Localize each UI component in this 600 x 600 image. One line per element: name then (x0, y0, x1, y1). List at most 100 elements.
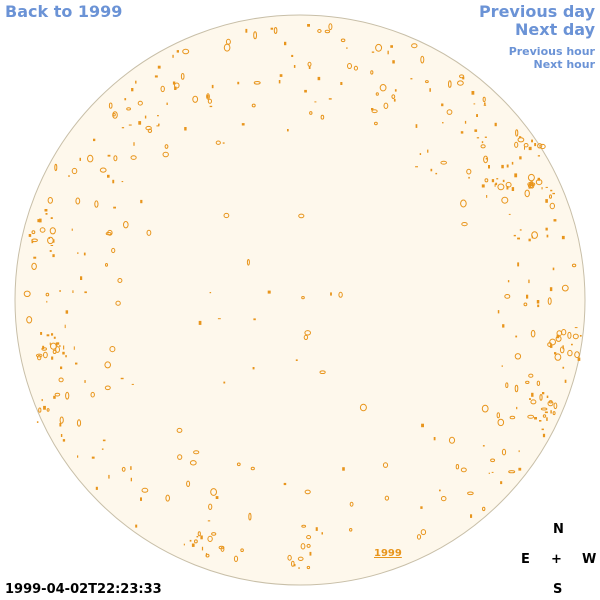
previous-hour-link[interactable]: Previous hour (508, 45, 595, 58)
contour-mark (115, 300, 121, 306)
contour-mark (222, 142, 225, 144)
contour-mark (488, 472, 490, 474)
contour-mark (306, 543, 311, 548)
contour-mark (562, 366, 565, 369)
contour-mark (353, 65, 358, 71)
contour-mark (338, 291, 343, 298)
contour-mark (50, 245, 54, 246)
contour-mark (421, 423, 424, 428)
contour-mark (349, 501, 354, 507)
contour-mark (324, 29, 331, 34)
contour-mark (176, 50, 179, 53)
contour-mark (415, 166, 418, 168)
contour-mark (54, 163, 58, 172)
contour-mark (174, 82, 180, 89)
contour-mark (130, 155, 137, 160)
contour-mark (113, 155, 118, 162)
contour-mark (537, 143, 543, 149)
contour-mark (287, 129, 289, 132)
contour-mark (278, 80, 281, 84)
contour-mark (37, 219, 40, 223)
contour-mark (65, 310, 69, 314)
contour-mark (506, 186, 509, 190)
contour-mark (505, 382, 509, 389)
contour-mark (309, 111, 313, 115)
contour-mark (211, 84, 214, 89)
contour-mark (518, 136, 522, 138)
contour-mark (519, 156, 522, 160)
contour-mark (371, 109, 378, 114)
solar-disk (14, 14, 586, 586)
contour-mark (571, 263, 577, 268)
contour-mark (293, 65, 296, 68)
back-to-year-link[interactable]: Back to 1999 (5, 2, 123, 21)
contour-mark (138, 121, 142, 125)
contour-mark (251, 103, 256, 108)
contour-mark (284, 41, 287, 46)
contour-mark (58, 377, 64, 383)
contour-mark (495, 182, 498, 186)
contour-mark (467, 491, 474, 496)
contour-mark (501, 164, 504, 169)
contour-mark (128, 124, 132, 126)
contour-mark (371, 51, 375, 53)
contour-mark (307, 24, 310, 27)
contour-mark (571, 343, 573, 346)
contour-mark (113, 206, 116, 209)
contour-mark (194, 539, 198, 544)
contour-mark (198, 320, 202, 325)
contour-mark (501, 448, 507, 456)
contour-mark (524, 189, 530, 198)
year-marker-label[interactable]: 1999 (374, 548, 402, 559)
compass-center: + (551, 552, 562, 567)
contour-mark (158, 123, 160, 126)
contour-mark (494, 183, 496, 187)
contour-mark (559, 346, 565, 354)
compass-north: N (553, 522, 564, 537)
contour-mark (47, 197, 53, 204)
previous-day-link[interactable]: Previous day (478, 2, 595, 21)
contour-mark (49, 237, 51, 239)
contour-mark (45, 213, 48, 215)
next-day-link[interactable]: Next day (515, 20, 595, 39)
contour-mark (63, 345, 65, 350)
contour-mark (550, 189, 553, 192)
contour-mark (59, 416, 64, 424)
contour-mark (99, 167, 107, 173)
contour-mark (549, 344, 553, 348)
contour-mark (291, 560, 295, 567)
contour-mark (73, 346, 75, 350)
contour-mark (462, 76, 465, 80)
contour-mark (104, 361, 111, 369)
contour-mark (527, 182, 534, 187)
contour-mark (541, 428, 544, 431)
contour-mark (59, 290, 61, 292)
contour-mark (473, 103, 476, 105)
contour-mark (496, 178, 499, 180)
contour-mark (287, 554, 292, 561)
contour-mark (523, 143, 529, 148)
contour-mark (62, 439, 66, 442)
contour-mark (554, 352, 557, 355)
contour-mark (180, 73, 185, 80)
contour-mark (546, 395, 549, 398)
next-hour-link[interactable]: Next hour (533, 58, 596, 71)
contour-mark (44, 209, 48, 212)
contour-mark (539, 143, 546, 150)
contour-mark (55, 342, 58, 346)
contour-mark (177, 454, 183, 460)
contour-mark (547, 400, 554, 407)
contour-mark (60, 366, 63, 370)
contour-mark (379, 84, 387, 92)
contour-mark (31, 230, 36, 235)
contour-mark (516, 406, 518, 410)
contour-mark (501, 365, 503, 367)
contour-mark (500, 481, 503, 485)
contour-mark (108, 474, 110, 479)
contour-mark (140, 497, 142, 501)
contour-mark (387, 50, 389, 55)
contour-mark (71, 228, 73, 231)
contour-mark (111, 247, 116, 254)
contour-mark (359, 403, 367, 412)
